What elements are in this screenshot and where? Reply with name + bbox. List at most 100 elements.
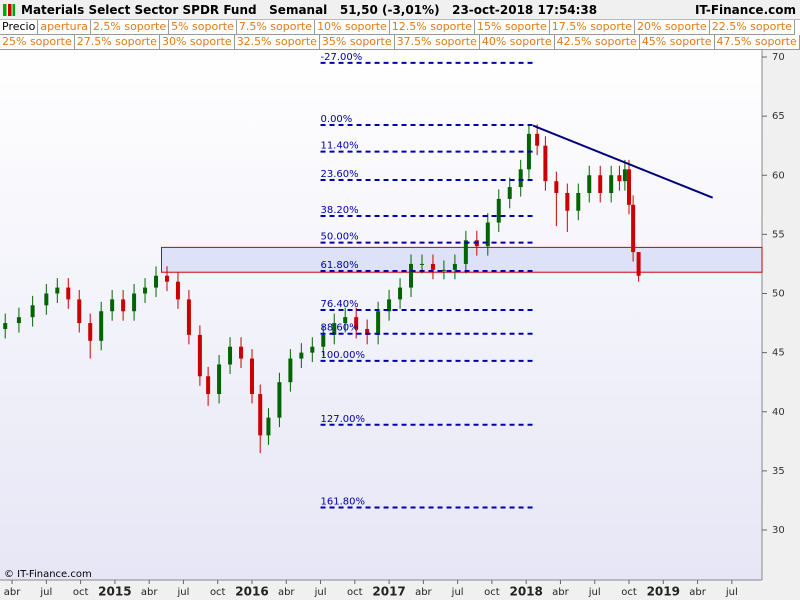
- tab[interactable]: 42.5% soporte: [554, 35, 640, 50]
- x-tick-label: abr: [689, 587, 706, 598]
- candle-body: [277, 382, 282, 418]
- candle-body: [636, 252, 641, 276]
- x-tick-label: 2019: [647, 585, 680, 599]
- tab-row: 25% soporte 27.5% soporte 30% soporte 32.5%…: [0, 35, 800, 50]
- candle-body: [409, 263, 414, 288]
- tab[interactable]: 32.5% soporte: [234, 35, 320, 50]
- x-tick-label: abr: [415, 587, 432, 598]
- tab[interactable]: 22.5% soporte: [709, 20, 795, 35]
- x-tick-label: abr: [4, 587, 21, 598]
- candle-body: [186, 299, 191, 335]
- candle-body: [121, 299, 126, 312]
- tab[interactable]: 35% soporte: [319, 35, 395, 50]
- candle-body: [164, 275, 169, 282]
- copyright: © IT-Finance.com: [4, 569, 92, 580]
- tab[interactable]: 5% soporte: [169, 20, 237, 35]
- tab[interactable]: 20% soporte: [634, 20, 710, 35]
- tab[interactable]: 7.5% soporte: [236, 20, 316, 35]
- fib-label: 100.00%: [321, 350, 366, 361]
- candle-body: [258, 394, 263, 436]
- candle-body: [30, 305, 35, 318]
- x-tick-label: 2015: [98, 585, 131, 599]
- x-tick-label: oct: [347, 587, 363, 598]
- candle-body: [143, 287, 148, 294]
- candle-body: [398, 287, 403, 300]
- datetime: 23-oct-2018 17:54:38: [452, 2, 598, 17]
- fib-label: 76.40%: [321, 299, 359, 310]
- candle-body: [365, 328, 370, 335]
- candle-body: [622, 169, 627, 182]
- candle-body: [288, 358, 293, 383]
- y-tick-label: 65: [772, 111, 785, 122]
- period[interactable]: Semanal: [269, 2, 328, 17]
- candle-body: [543, 145, 548, 182]
- candle-body: [228, 346, 233, 365]
- x-axis-area: [0, 580, 762, 600]
- tab[interactable]: 2.5% soporte: [90, 20, 170, 35]
- fib-label: 11.40%: [321, 141, 359, 152]
- candle-body: [110, 299, 115, 312]
- candle-body: [99, 311, 104, 341]
- y-tick-label: 60: [772, 170, 785, 181]
- x-tick-label: 2018: [509, 585, 542, 599]
- candle-body: [598, 175, 603, 193]
- fib-label: 50.00%: [321, 232, 359, 243]
- fib-label: 38.20%: [321, 205, 359, 216]
- chart: © IT-Finance.com 30 35 40 45 50 55 60 65 70 abr ju…: [0, 50, 800, 600]
- tab[interactable]: Precio: [0, 20, 39, 35]
- y-axis-area: [762, 50, 800, 600]
- site[interactable]: IT-Finance.com: [694, 2, 796, 17]
- fib-label: -27.00%: [321, 52, 363, 63]
- tab[interactable]: 10% soporte: [315, 20, 390, 35]
- tab[interactable]: 12.5% soporte: [389, 20, 476, 35]
- candle-body: [175, 281, 180, 300]
- candle-body: [239, 346, 244, 359]
- candle-body: [507, 187, 512, 199]
- fib-label: 161.80%: [321, 497, 366, 508]
- candle-body: [332, 323, 337, 335]
- tab[interactable]: 45% soporte: [639, 35, 715, 50]
- candle-body: [266, 417, 271, 436]
- candle-body: [132, 293, 137, 312]
- tab[interactable]: 30% soporte: [159, 35, 235, 50]
- candle-body: [354, 317, 359, 329]
- title-bar: Materials Select Sector SPDR Fund Semana…: [0, 0, 800, 20]
- tab[interactable]: 15% soporte: [475, 20, 550, 35]
- x-tick-label: jul: [725, 587, 738, 598]
- candle-body: [496, 198, 501, 223]
- candle-body: [154, 275, 159, 288]
- x-tick-label: abr: [278, 587, 295, 598]
- tab[interactable]: apertura: [38, 20, 91, 35]
- tab[interactable]: 25% soporte: [0, 35, 75, 50]
- x-tick-label: jul: [588, 587, 601, 598]
- fib-label: 0.00%: [321, 114, 353, 125]
- candle-body: [77, 299, 82, 324]
- x-tick-label: abr: [552, 587, 569, 598]
- price: 51,50 (-3,01%): [339, 2, 440, 17]
- tab[interactable]: 27.5% soporte: [74, 35, 160, 50]
- candle-body: [55, 287, 60, 294]
- fib-label: 127.00%: [321, 414, 366, 425]
- candle-body: [299, 352, 304, 359]
- candle-body: [88, 323, 93, 341]
- y-tick-label: 70: [772, 52, 785, 63]
- candle-body: [343, 317, 348, 324]
- tab[interactable]: 40% soporte: [479, 35, 555, 50]
- candle-body: [441, 269, 446, 271]
- fib-label: 88.60%: [321, 323, 359, 334]
- tab[interactable]: 47.5% soporte: [714, 35, 800, 50]
- x-tick-label: jul: [451, 587, 464, 598]
- y-tick-label: 45: [772, 348, 785, 359]
- tab[interactable]: 37.5% soporte: [394, 35, 480, 50]
- y-tick-label: 55: [772, 229, 785, 240]
- tab[interactable]: 17.5% soporte: [549, 20, 635, 35]
- candle-body: [387, 299, 392, 312]
- support-zone: [161, 246, 763, 273]
- candle-body: [587, 175, 592, 193]
- candle-body: [565, 192, 570, 211]
- candle-body: [576, 192, 581, 211]
- candle-body: [609, 175, 614, 193]
- candle-body: [452, 263, 457, 270]
- candle-body: [376, 311, 381, 335]
- x-tick-label: 2017: [372, 585, 405, 599]
